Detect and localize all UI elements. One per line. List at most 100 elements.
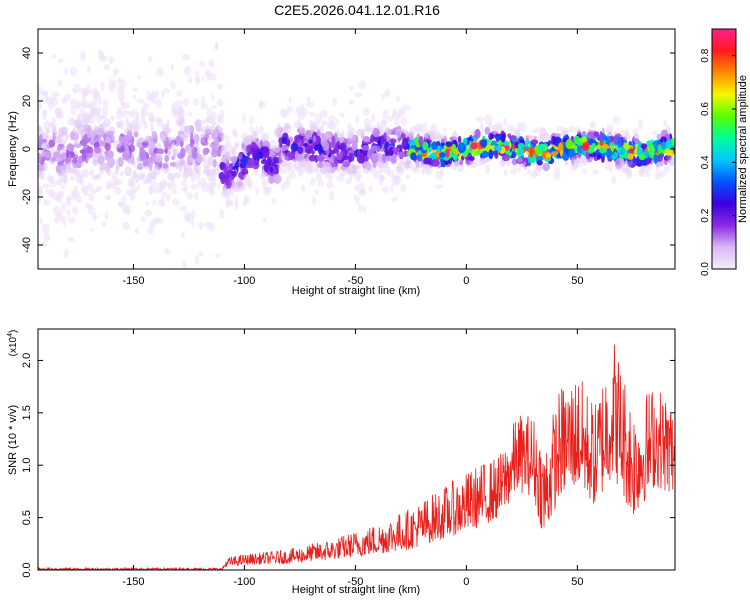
- spectrogram-cell: [72, 88, 77, 94]
- spectrogram-cell: [210, 94, 215, 102]
- spectrogram-cell: [72, 206, 79, 215]
- spectrogram-cell: [99, 140, 106, 147]
- spectrogram-cell: [199, 60, 206, 67]
- spectrogram-cell: [101, 55, 108, 62]
- spectrogram-cell: [381, 186, 390, 194]
- spectrogram-cell: [319, 125, 324, 131]
- spectrogram-cell: [237, 154, 243, 160]
- spectrogram-cell: [369, 127, 374, 133]
- spectrogram-cell: [317, 145, 324, 156]
- spectrogram-cell: [383, 165, 391, 175]
- spectrogram-cell: [102, 99, 109, 107]
- spectrogram-cell: [621, 161, 629, 172]
- spectrogram-cell: [120, 136, 129, 144]
- spectrogram-cell: [437, 133, 442, 141]
- spectrogram-cell: [115, 68, 120, 74]
- snr-plot-area: [38, 329, 675, 570]
- spectrogram-cell: [190, 183, 198, 190]
- spectrogram-cell: [538, 126, 545, 134]
- snr-series-line: [38, 344, 675, 570]
- spectrogram-cell: [176, 90, 183, 97]
- spectrogram-cell: [208, 135, 213, 141]
- spectrogram-cell: [107, 150, 115, 159]
- spectrogram-cell: [61, 126, 68, 136]
- spectrogram-cell: [272, 156, 281, 164]
- spectrogram-cell: [70, 190, 77, 202]
- spectrogram-cell: [401, 141, 407, 147]
- spectrogram-cell: [60, 184, 66, 190]
- spectrogram-cell: [293, 121, 300, 128]
- spectrogram-cell: [530, 139, 539, 145]
- spectrogram-cell: [339, 142, 347, 152]
- spectrogram-cell: [321, 120, 326, 127]
- spectrogram-cell: [77, 116, 81, 123]
- spectrogram-cell: [348, 174, 354, 180]
- spectrogram-cell: [125, 116, 129, 128]
- spectrogram-cell: [383, 132, 387, 140]
- spectrogram-cell: [312, 196, 317, 205]
- spectrogram-cell: [144, 200, 149, 206]
- spectrogram-cell: [434, 184, 443, 189]
- spectrogram-cell: [47, 188, 55, 198]
- spectrogram-cell: [220, 145, 229, 150]
- spectrogram-cell: [348, 133, 356, 142]
- spectrogram-cell: [336, 175, 345, 182]
- spectrogram-cell: [39, 217, 43, 226]
- spectrogram-cell: [212, 158, 217, 168]
- spectrogram-cell: [189, 139, 194, 148]
- spectrogram-cell: [469, 160, 477, 169]
- spectrogram-cell: [172, 198, 180, 206]
- spectrogram-cell: [309, 112, 316, 117]
- spectrogram-cell: [416, 123, 423, 133]
- spectrogram-cell: [390, 158, 397, 164]
- spectrogram-cell: [563, 127, 569, 135]
- spectrogram-cell: [183, 167, 188, 173]
- spectrogram-cell: [211, 167, 217, 176]
- spectrogram-cell: [110, 115, 115, 121]
- spectrogram-cell: [171, 176, 175, 183]
- spectrogram-cell: [568, 148, 576, 158]
- spectrogram-cell: [58, 58, 64, 64]
- x-tick-label: -100: [233, 275, 255, 287]
- spectrogram-cell: [362, 135, 371, 143]
- spectrogram-cell: [55, 164, 61, 174]
- spectrogram-cell: [86, 65, 91, 74]
- spectrogram-cell: [356, 153, 366, 164]
- spectrogram-cell: [68, 237, 75, 242]
- spectrogram-cell: [156, 117, 163, 127]
- spectrogram-cell: [382, 119, 387, 125]
- spectrogram-cell: [61, 202, 66, 213]
- spectrogram-cell: [394, 128, 402, 139]
- spectrogram-cell: [431, 141, 438, 150]
- spectrogram-cell: [136, 156, 142, 162]
- spectrogram-cell: [133, 120, 139, 127]
- spectrogram-cell: [81, 168, 89, 179]
- spectrogram-cell: [96, 186, 103, 191]
- spectrogram-cell: [593, 131, 600, 137]
- spectrogram-cell: [204, 69, 211, 76]
- spectrogram-cell: [65, 156, 69, 165]
- spectrogram-x-label: Height of straight line (km): [292, 285, 420, 297]
- spectrogram-cell: [200, 95, 206, 106]
- spectrogram-cell: [177, 130, 184, 136]
- spectrogram-cell: [173, 172, 181, 179]
- spectrogram-cell: [542, 150, 546, 160]
- spectrogram-cell: [272, 168, 276, 175]
- spectrogram-cell: [156, 148, 165, 155]
- spectrogram-cell: [638, 169, 644, 175]
- spectrogram-cell: [545, 152, 552, 158]
- spectrogram-cell: [136, 98, 145, 104]
- spectrogram-cell: [484, 114, 493, 125]
- spectrogram-cell: [126, 146, 130, 154]
- spectrogram-cell: [400, 117, 408, 126]
- spectrogram-cell: [660, 136, 667, 144]
- spectrogram-cell: [384, 88, 390, 98]
- spectrogram-cell: [75, 194, 83, 204]
- spectrogram-cell: [357, 128, 364, 138]
- spectrogram-cell: [38, 86, 43, 96]
- spectrogram-cell: [186, 192, 194, 200]
- spectrogram-cell: [459, 158, 464, 166]
- spectrogram-cell: [103, 163, 110, 172]
- spectrogram-cell: [442, 127, 447, 132]
- spectrogram-cell: [422, 141, 429, 151]
